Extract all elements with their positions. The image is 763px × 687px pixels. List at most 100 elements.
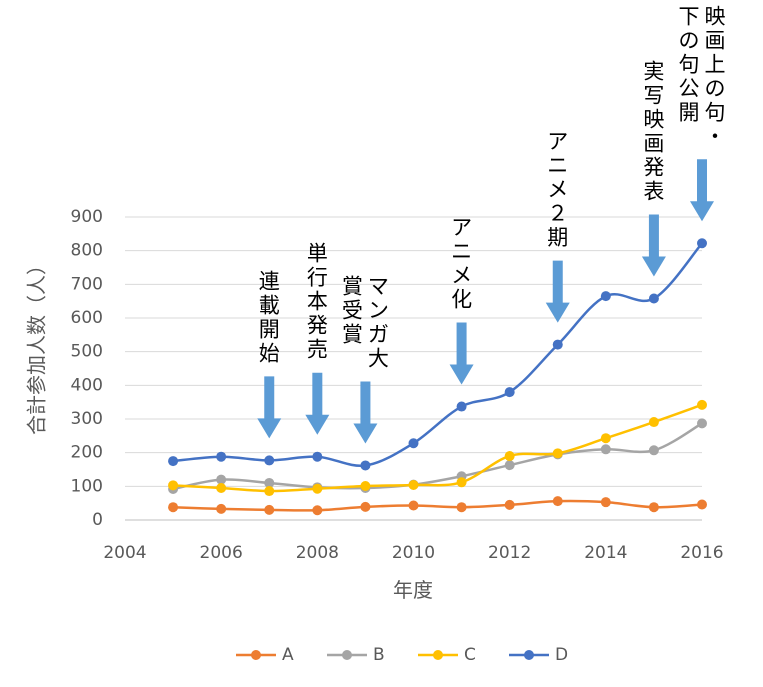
data-point [600,433,611,444]
annotation-label: アニメ化 [451,216,472,312]
data-point [648,502,659,513]
data-point [648,445,659,456]
annotation: アニメ化 [449,216,474,385]
data-point [504,460,515,471]
x-tick-label: 2010 [392,543,435,563]
y-tick-labels: 0 100 200 300 400 500 600 700 800 900 [71,207,103,530]
data-point [697,499,707,510]
data-point [697,399,707,410]
series-c [168,399,707,497]
data-point [312,451,323,462]
data-point [600,497,611,508]
down-arrow-icon [641,214,666,277]
down-arrow-icon [257,376,282,439]
annotation-label: 単行本発売 [307,242,328,362]
data-point [456,401,467,412]
annotation: 連載開始 [257,269,282,439]
legend-label: D [555,645,568,665]
y-tick-label: 300 [71,409,103,429]
legend-item-d: D [509,645,568,665]
data-point [168,456,179,467]
annotation: 映画上の句・下の句公開 [679,4,726,222]
annotation-label: 連載開始 [259,269,280,365]
data-point [216,503,227,514]
down-arrow-icon [690,159,714,222]
x-tick-label: 2008 [296,543,339,563]
data-point [408,500,419,511]
data-point [408,438,419,449]
data-point [216,451,227,462]
y-tick-label: 700 [71,274,103,294]
y-tick-label: 600 [71,308,103,328]
series-a [168,496,707,516]
annotation: アニメ２期 [545,130,570,323]
annotation-label: アニメ２期 [547,130,568,250]
data-point [360,460,371,471]
x-tick-label: 2016 [680,543,723,563]
legend-item-b: B [327,645,385,665]
data-point [648,293,659,304]
data-point [456,502,467,513]
annotation-label: マンガ大賞受賞 [342,274,389,370]
x-tick-label: 2014 [584,543,627,563]
series-line [171,499,704,512]
series-b [168,418,707,495]
y-tick-label: 100 [71,476,103,496]
x-tick-label: 2004 [103,543,146,563]
legend-item-a: A [236,645,294,665]
legend-marker [524,650,534,660]
x-tick-labels: 2004 2006 2008 2010 2012 2014 2016 [103,543,723,563]
y-tick-label: 0 [92,510,103,530]
data-point [168,480,179,491]
data-point [264,504,275,515]
annotation-label: 映画上の句・下の句公開 [679,4,726,148]
y-tick-label: 200 [71,443,103,463]
legend-item-c: C [418,645,476,665]
x-tick-label: 2012 [488,543,531,563]
series-d [168,238,707,471]
data-point [168,502,179,513]
annotation: 実写映画発表 [641,59,666,277]
data-point [360,480,371,491]
data-point [264,477,275,488]
data-point [697,418,707,429]
data-point [456,477,467,488]
data-point [600,291,611,302]
legend-marker [342,650,352,660]
legend-marker [251,650,261,660]
data-point [504,387,515,398]
data-point [504,451,515,462]
down-arrow-icon [545,260,570,323]
down-arrow-icon [305,372,330,435]
legend: A B C D [236,645,568,665]
data-point [600,444,611,455]
legend-marker [433,650,443,660]
data-point [264,486,275,497]
down-arrow-icon [353,381,378,444]
y-tick-label: 800 [71,241,103,261]
legend-label: B [373,645,385,665]
series-lines [168,238,707,516]
data-point [360,501,371,512]
annotation-label: 実写映画発表 [643,59,664,203]
data-point [697,238,707,249]
gridlines [125,216,702,521]
data-point [264,455,275,466]
data-point [312,505,323,516]
y-tick-label: 900 [71,207,103,227]
data-point [552,496,563,507]
x-tick-label: 2006 [200,543,243,563]
annotation: マンガ大賞受賞 [342,274,389,444]
down-arrow-icon [449,322,474,385]
y-tick-label: 500 [71,342,103,362]
y-tick-label: 400 [71,375,103,395]
legend-label: A [282,645,294,665]
annotation: 単行本発売 [305,242,330,435]
data-point [648,417,659,428]
data-point [408,479,419,490]
data-point [216,474,227,485]
data-point [552,448,563,459]
data-point [504,499,515,510]
